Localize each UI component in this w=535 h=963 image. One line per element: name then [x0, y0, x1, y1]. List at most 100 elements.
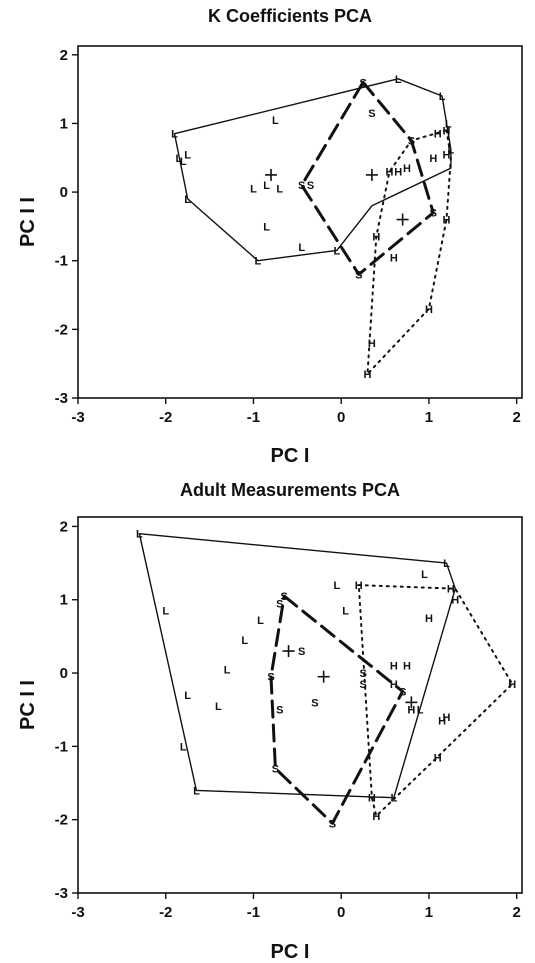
x-tick-label: 2 [513, 904, 521, 921]
x-tick-label: -1 [247, 409, 260, 426]
data-point: L [162, 606, 169, 618]
data-point: L [215, 701, 222, 713]
x-tick-label: -1 [247, 904, 260, 921]
data-point: H [403, 163, 411, 175]
centroid-marker [265, 168, 278, 181]
data-point: S [359, 668, 366, 680]
data-point: S [430, 208, 437, 220]
centroid-marker [365, 168, 378, 181]
data-point: L [184, 194, 191, 206]
data-point: H [372, 811, 380, 823]
x-tick-label: -2 [159, 409, 172, 426]
data-point: H [429, 153, 437, 165]
data-point: H [364, 369, 372, 381]
data-point: S [281, 591, 288, 603]
data-point: L [272, 115, 279, 127]
data-point: H [372, 232, 380, 244]
data-point: L [276, 184, 283, 196]
hull-outline-H [366, 129, 452, 375]
hull-outline-L [173, 78, 452, 262]
data-point: S [298, 180, 305, 192]
data-point: L [342, 606, 349, 618]
chart-title: Adult Measurements PCA [180, 480, 400, 500]
data-point: H [368, 793, 376, 805]
data-point: S [276, 598, 283, 610]
chart-panel-2: Adult Measurements PCA -3 -2 -1 0 1 2 2 1 0 -1 -2 -3… [17, 480, 523, 963]
data-point: H [443, 215, 451, 227]
y-tick-label: -2 [55, 812, 68, 829]
data-point: L [298, 242, 305, 254]
chart-panel-1: K Coefficients PCA -3 -2 -1 0 1 2 2 1 0 -1 -2 -3 PC I… [17, 6, 523, 467]
data-point: L [180, 156, 187, 168]
data-point: L [176, 153, 183, 165]
data-point: L [445, 118, 452, 130]
y-tick-label: 2 [60, 47, 68, 64]
data-point: S [298, 646, 305, 658]
data-point: H [368, 338, 376, 350]
data-point: S [368, 108, 375, 120]
data-point: L [241, 635, 248, 647]
y-axis-label: PC I I [17, 680, 39, 730]
data-point: L [448, 145, 455, 157]
x-tick-label: 1 [425, 409, 433, 426]
data-point: S [307, 180, 314, 192]
data-point: H [447, 584, 455, 596]
x-tick-label: 0 [337, 904, 345, 921]
data-point: L [263, 221, 270, 233]
data-point: S [267, 672, 274, 684]
y-tick-label: -1 [55, 738, 68, 755]
data-point: L [193, 785, 200, 797]
data-point: L [184, 690, 191, 702]
x-tick-label: 2 [513, 409, 521, 426]
data-point: L [171, 129, 178, 141]
data-point: S [355, 269, 362, 281]
data-point: S [359, 77, 366, 89]
y-tick-label: -3 [55, 390, 68, 407]
data-point: H [403, 661, 411, 673]
data-point: L [254, 256, 261, 268]
x-axis-label: PC I [271, 941, 310, 963]
x-tick-label: 0 [337, 409, 345, 426]
data-point: H [385, 166, 393, 178]
hull-outline-S [300, 80, 435, 276]
plot-frame [77, 45, 523, 399]
data-point: L [263, 180, 270, 192]
data-point: H [390, 661, 398, 673]
data-point: S [399, 686, 406, 698]
data-point: H [443, 125, 451, 137]
data-point: H [394, 166, 402, 178]
x-tick-label: -3 [71, 409, 84, 426]
y-tick-label: 1 [60, 115, 68, 132]
data-point: S [359, 679, 366, 691]
hull-outline-H [357, 584, 514, 817]
data-point: H [443, 149, 451, 161]
data-point: H [425, 304, 433, 316]
data-point: L [421, 569, 428, 581]
data-point: L [224, 664, 231, 676]
data-point: H [425, 613, 433, 625]
y-tick-label: -1 [55, 253, 68, 270]
plot-frame [77, 516, 523, 894]
y-tick-label: 0 [60, 184, 68, 201]
x-tick-label: -2 [159, 904, 172, 921]
data-point: S [276, 705, 283, 717]
x-tick-label: 1 [425, 904, 433, 921]
data-point: L [395, 74, 402, 86]
data-point: H [451, 595, 459, 607]
data-point: L [417, 705, 424, 717]
data-point: L [333, 245, 340, 257]
data-point: L [136, 529, 143, 541]
centroid-marker [317, 670, 330, 683]
data-point: L [439, 91, 446, 103]
data-point: H [355, 580, 363, 592]
data-point: H [438, 716, 446, 728]
y-tick-label: 2 [60, 518, 68, 535]
data-point: L [180, 741, 187, 753]
x-tick-label: -3 [71, 904, 84, 921]
data-point: H [434, 129, 442, 141]
data-point: H [434, 752, 442, 764]
